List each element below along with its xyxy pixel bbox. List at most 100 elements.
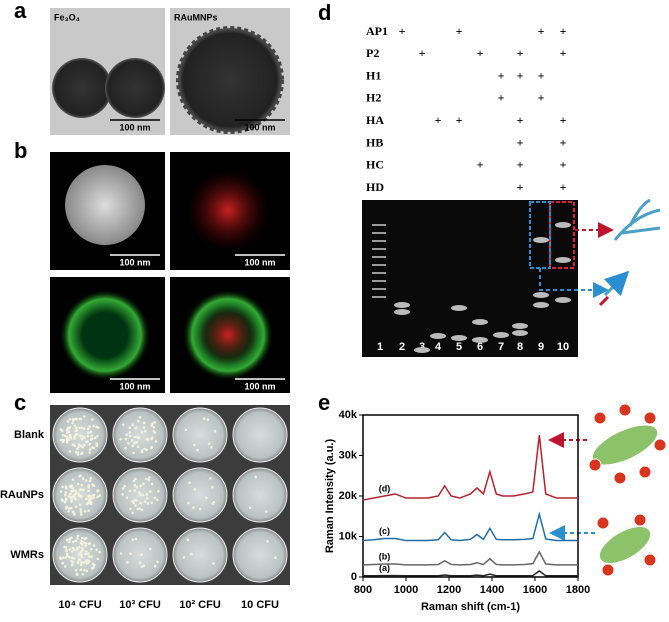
colony xyxy=(132,479,136,483)
colony xyxy=(79,568,83,572)
colony xyxy=(87,560,91,563)
colony xyxy=(88,497,91,500)
colony xyxy=(139,484,142,488)
colony xyxy=(150,436,154,440)
colony xyxy=(82,488,85,492)
particle xyxy=(176,26,284,134)
series-label: (a) xyxy=(379,563,390,573)
colony xyxy=(89,476,93,480)
colony xyxy=(121,493,124,496)
spectrum xyxy=(363,569,578,577)
colony xyxy=(206,418,210,421)
colony xyxy=(87,555,91,558)
x-tick-label: 1200 xyxy=(437,584,461,596)
colony xyxy=(90,567,94,570)
colony xyxy=(80,561,83,564)
colony xyxy=(84,544,88,548)
colony xyxy=(73,424,77,427)
colony xyxy=(148,476,151,479)
colony xyxy=(131,511,135,515)
colony xyxy=(74,433,77,437)
colony xyxy=(88,451,91,454)
colony xyxy=(76,537,79,540)
gel-band xyxy=(472,337,488,343)
colony xyxy=(61,433,65,437)
colony xyxy=(65,554,69,558)
spectrum xyxy=(362,435,578,501)
panel-label: d xyxy=(318,0,331,25)
colony xyxy=(83,537,87,541)
colony xyxy=(135,485,139,489)
row-label: WMRs xyxy=(10,549,44,561)
colony xyxy=(202,417,206,420)
colony xyxy=(79,563,83,567)
colony xyxy=(68,417,72,421)
colony xyxy=(59,556,62,560)
colony xyxy=(64,494,67,497)
colony xyxy=(141,493,145,497)
colony xyxy=(125,561,129,564)
colony xyxy=(80,495,83,498)
colony xyxy=(152,430,156,433)
gel-band xyxy=(512,330,528,336)
colony xyxy=(131,538,135,541)
dna-icon xyxy=(613,198,661,241)
colony xyxy=(73,548,76,552)
colony xyxy=(135,440,138,444)
colony xyxy=(121,423,125,426)
colony xyxy=(209,477,212,480)
gel-band xyxy=(512,323,528,329)
colony xyxy=(125,496,129,499)
colony xyxy=(143,500,147,503)
series-label: (d) xyxy=(379,483,391,493)
colony xyxy=(78,503,82,507)
colony xyxy=(70,500,73,503)
particle xyxy=(105,58,165,118)
colony xyxy=(130,439,134,442)
plus-mark: + xyxy=(517,68,524,82)
colony xyxy=(77,492,81,495)
colony xyxy=(88,442,91,446)
plate xyxy=(112,527,168,583)
colony xyxy=(138,507,142,511)
lane-number: 1 xyxy=(377,341,383,353)
colony xyxy=(59,490,63,493)
colony xyxy=(150,482,154,486)
colony xyxy=(132,501,135,505)
colony xyxy=(71,486,75,490)
colony xyxy=(76,546,79,550)
colony xyxy=(80,444,83,448)
colony xyxy=(72,494,76,497)
colony xyxy=(119,552,123,555)
colony xyxy=(266,540,269,543)
colony xyxy=(71,546,75,550)
colony xyxy=(93,563,96,567)
dna-icon xyxy=(598,295,610,307)
colony xyxy=(98,494,102,497)
colony xyxy=(76,451,80,454)
colony xyxy=(95,548,98,551)
colony xyxy=(85,502,89,506)
plus-mark: + xyxy=(419,46,426,60)
plus-mark: + xyxy=(538,24,545,38)
colony xyxy=(135,426,138,429)
colony xyxy=(139,493,143,497)
x-tick-label: 1000 xyxy=(394,584,418,596)
colony xyxy=(79,513,83,516)
colony xyxy=(131,444,135,448)
colony xyxy=(71,478,75,482)
colony xyxy=(64,556,67,559)
colony xyxy=(139,501,142,505)
x-tick-label: 1600 xyxy=(523,584,547,596)
colony xyxy=(68,450,72,453)
colony xyxy=(198,507,202,511)
plus-mark: + xyxy=(498,91,505,105)
gel-band xyxy=(394,309,410,315)
colony xyxy=(67,438,70,441)
gel-row-label: H1 xyxy=(366,68,381,82)
colony xyxy=(90,434,94,437)
colony xyxy=(87,509,90,512)
colony xyxy=(83,443,86,447)
colony xyxy=(91,418,94,421)
